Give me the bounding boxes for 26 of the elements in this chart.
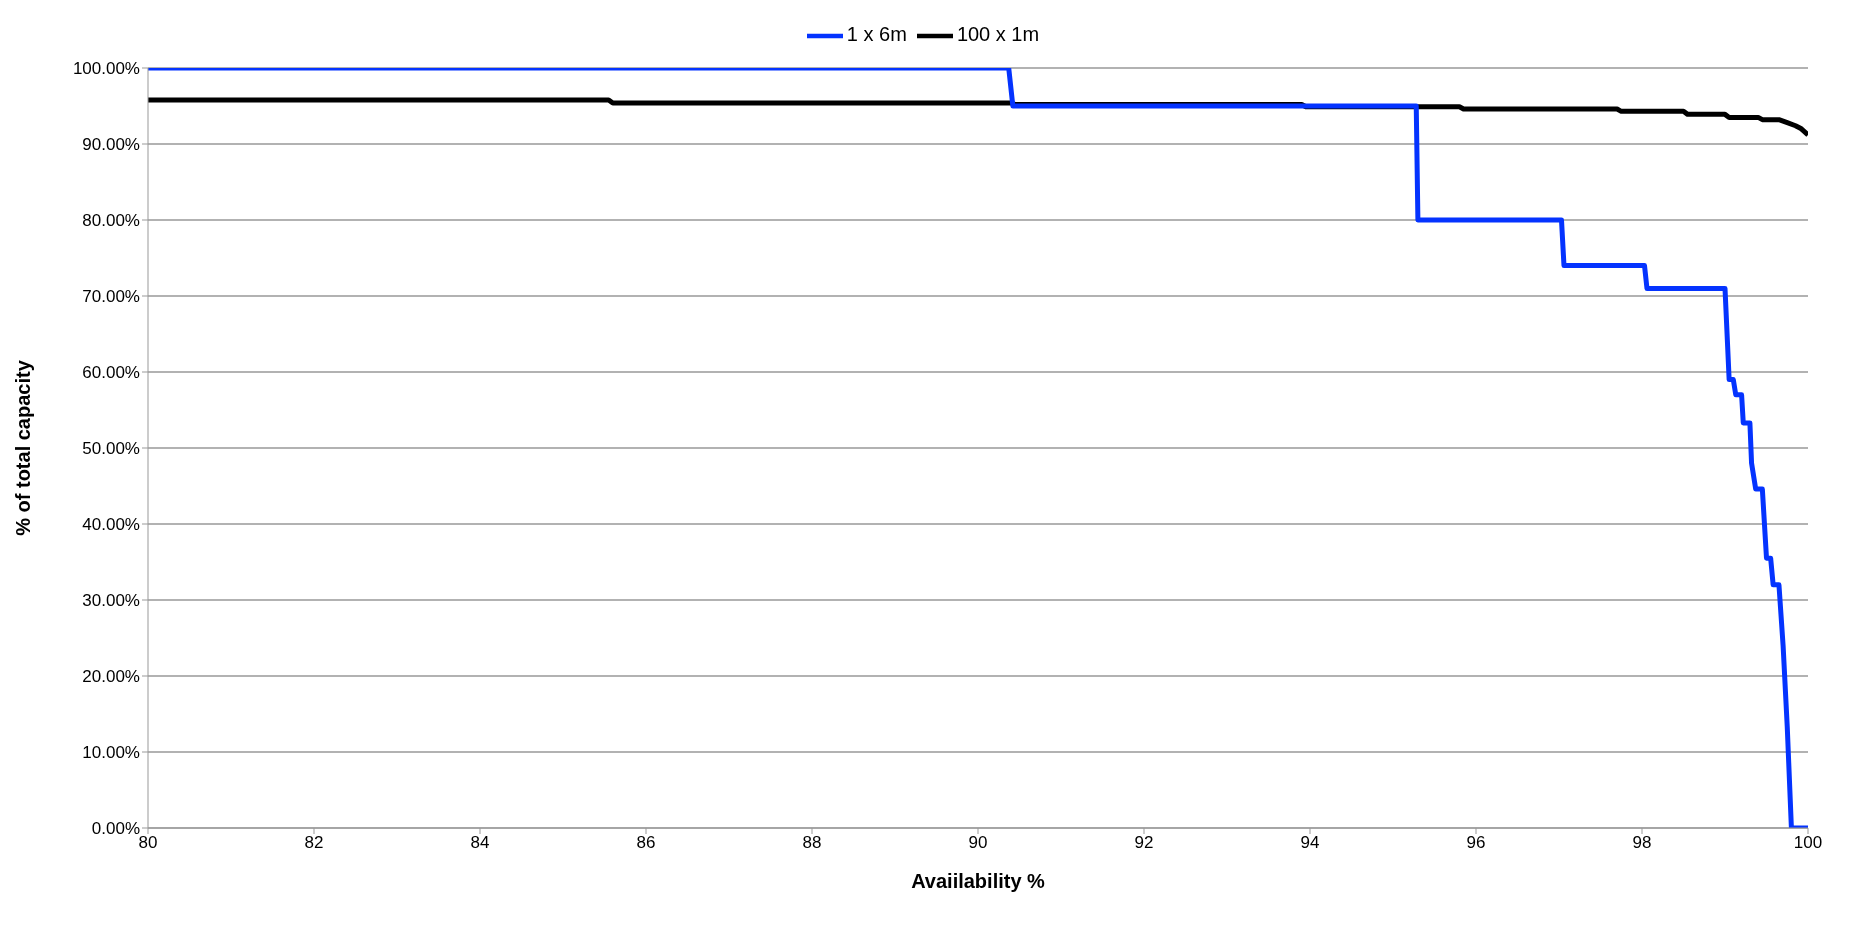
y-tick-label: 80.00% [82, 211, 140, 231]
y-tick-label: 30.00% [82, 591, 140, 611]
x-tick-label: 100 [1793, 833, 1823, 853]
x-tick-label: 88 [802, 833, 822, 853]
legend-label: 1 x 6m [846, 23, 907, 46]
x-tick-label: 86 [636, 833, 656, 853]
x-tick-label: 98 [1632, 833, 1652, 853]
y-tick-label: 90.00% [82, 135, 140, 155]
x-tick-label: 84 [470, 833, 490, 853]
y-tick-label: 100.00% [72, 59, 140, 79]
x-tick-label: 96 [1466, 833, 1486, 853]
x-tick-label: 80 [138, 833, 158, 853]
y-tick-label: 20.00% [82, 667, 140, 687]
legend-label: 100 x 1m [956, 23, 1040, 46]
y-tick-label: 40.00% [82, 515, 140, 535]
y-axis-title: % of total capacity [12, 359, 35, 536]
y-tick-label: 0.00% [91, 819, 140, 839]
y-tick-label: 60.00% [82, 363, 140, 383]
x-tick-label: 82 [304, 833, 324, 853]
x-tick-label: 92 [1134, 833, 1154, 853]
x-axis-title: Avaiilability % [911, 870, 1046, 892]
x-tick-label: 90 [968, 833, 988, 853]
y-tick-label: 50.00% [82, 439, 140, 459]
y-tick-label: 10.00% [82, 743, 140, 763]
y-tick-label: 70.00% [82, 287, 140, 307]
x-tick-label: 94 [1300, 833, 1320, 853]
